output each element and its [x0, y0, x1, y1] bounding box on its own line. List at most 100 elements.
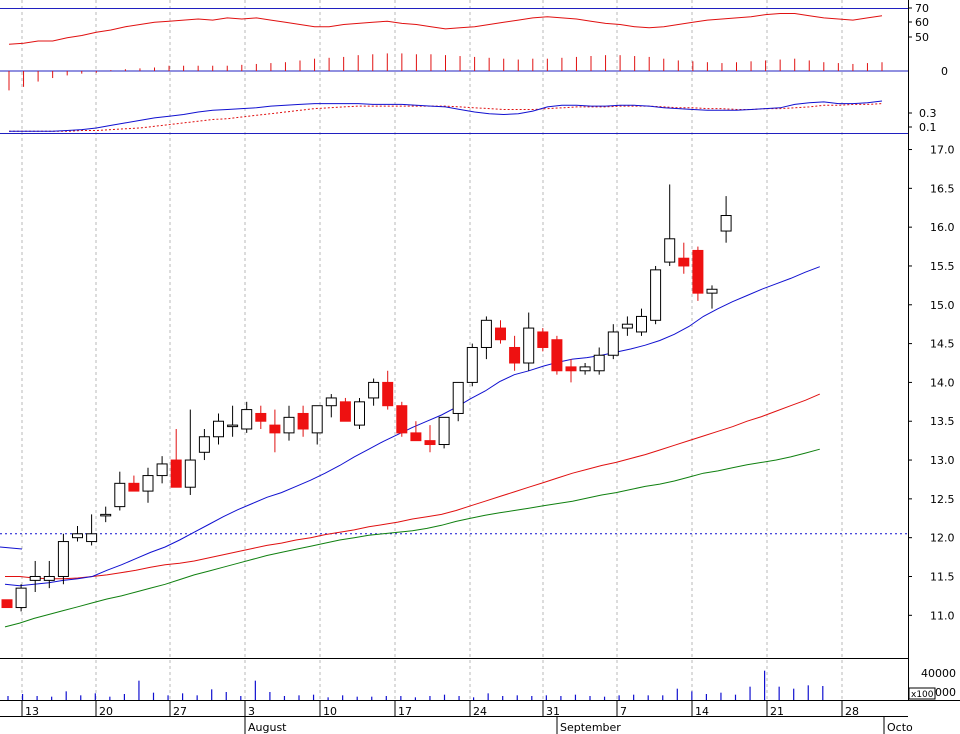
candle-body-down [269, 424, 281, 434]
candle-body-up [636, 315, 647, 333]
candle [57, 533, 69, 585]
candle-body-up [283, 416, 295, 434]
moving-average-blue [4, 266, 820, 587]
candle [551, 335, 563, 375]
candle [241, 401, 253, 433]
candle [100, 506, 112, 523]
candle [354, 397, 365, 429]
month-label: August [248, 721, 287, 734]
candle [227, 405, 239, 437]
price-tick-label: 12.0 [930, 532, 955, 545]
candle-body-up [100, 513, 112, 517]
candle [283, 405, 295, 441]
candle [15, 584, 27, 612]
candle-body-down [1, 599, 13, 609]
x-tick-label: 28 [845, 705, 859, 718]
candle-body-up [523, 327, 535, 364]
candle-body-up [593, 354, 605, 372]
candle-body-up [29, 575, 41, 581]
candle-body-down [509, 346, 521, 364]
price-tick-label: 16.5 [930, 182, 955, 195]
candle-body-up [311, 405, 323, 434]
rsi-tick-label: 50 [915, 31, 929, 44]
candle-body-up [15, 587, 27, 609]
vertical-grid [21, 0, 843, 700]
price-tick-label: 13.0 [930, 454, 955, 467]
candle-body-down [382, 381, 394, 407]
candle [269, 409, 281, 453]
candle [593, 347, 605, 375]
candle [325, 394, 337, 418]
candle [720, 196, 732, 243]
candle-body-up [43, 575, 55, 581]
candle-body-up [706, 288, 718, 294]
candle-body-down [551, 339, 563, 372]
candle-body-down [255, 412, 267, 422]
candle [184, 409, 196, 495]
macd-tick-label: 0.3 [919, 107, 937, 120]
candle [198, 428, 210, 461]
x-tick-label: 3 [248, 705, 255, 718]
x-tick-label: 17 [398, 705, 412, 718]
volume-tick-label: 40000 [921, 667, 956, 680]
candle-body-up [354, 401, 365, 426]
rsi-line [8, 13, 883, 45]
candle-body-up [607, 331, 619, 356]
rsi-tick-label: 60 [915, 16, 929, 29]
price-tick-label: 11.5 [930, 570, 955, 583]
candle-body-up [664, 238, 676, 263]
candle [114, 471, 126, 511]
macd-tick-label: 0.1 [919, 121, 937, 134]
x-tick-label: 21 [770, 705, 784, 718]
candle [382, 370, 394, 410]
price-panel [0, 184, 908, 628]
candle-body-up [466, 346, 478, 383]
candle [579, 363, 591, 375]
candle-body-down [565, 366, 577, 372]
candle [678, 242, 690, 274]
month-label: September [560, 721, 621, 734]
candle [607, 324, 619, 360]
candle [495, 320, 506, 344]
x-tick-label: 27 [173, 705, 187, 718]
candle-body-up [241, 409, 253, 430]
candle [311, 405, 323, 445]
candle-body-down [396, 405, 408, 434]
candle [664, 184, 676, 266]
candle [480, 316, 492, 360]
candle-body-up [114, 482, 126, 508]
candle-body-up [57, 541, 69, 577]
candle [255, 405, 267, 429]
histogram-panel [8, 53, 883, 91]
rsi-panel [8, 13, 883, 45]
candle-body-up [621, 323, 633, 329]
panel-borders [0, 0, 960, 701]
candle-body-up [368, 381, 380, 399]
candle-body-down [128, 482, 140, 492]
candle [43, 560, 55, 589]
candle-body-up [438, 416, 450, 446]
candle [128, 475, 140, 492]
candle-body-up [86, 533, 98, 543]
macd-panel [9, 100, 883, 132]
candle-body-up [720, 215, 732, 232]
moving-average-red [5, 393, 820, 580]
candle-body-down [170, 459, 182, 488]
candle-body-up [480, 319, 492, 348]
candle [213, 413, 224, 445]
macd-signal-line [9, 103, 883, 132]
candle [636, 308, 647, 336]
candle [156, 456, 168, 484]
price-tick-label: 11.0 [930, 609, 955, 622]
x-tick-label: 7 [620, 705, 627, 718]
macd-line [9, 100, 883, 132]
candle-body-up [184, 459, 196, 488]
candle-body-up [142, 475, 154, 492]
candle [537, 328, 549, 352]
x-tick-label: 24 [473, 705, 487, 718]
price-tick-label: 17.0 [930, 144, 955, 157]
candle-body-up [213, 420, 224, 438]
candle [706, 285, 718, 309]
candle [339, 397, 351, 422]
